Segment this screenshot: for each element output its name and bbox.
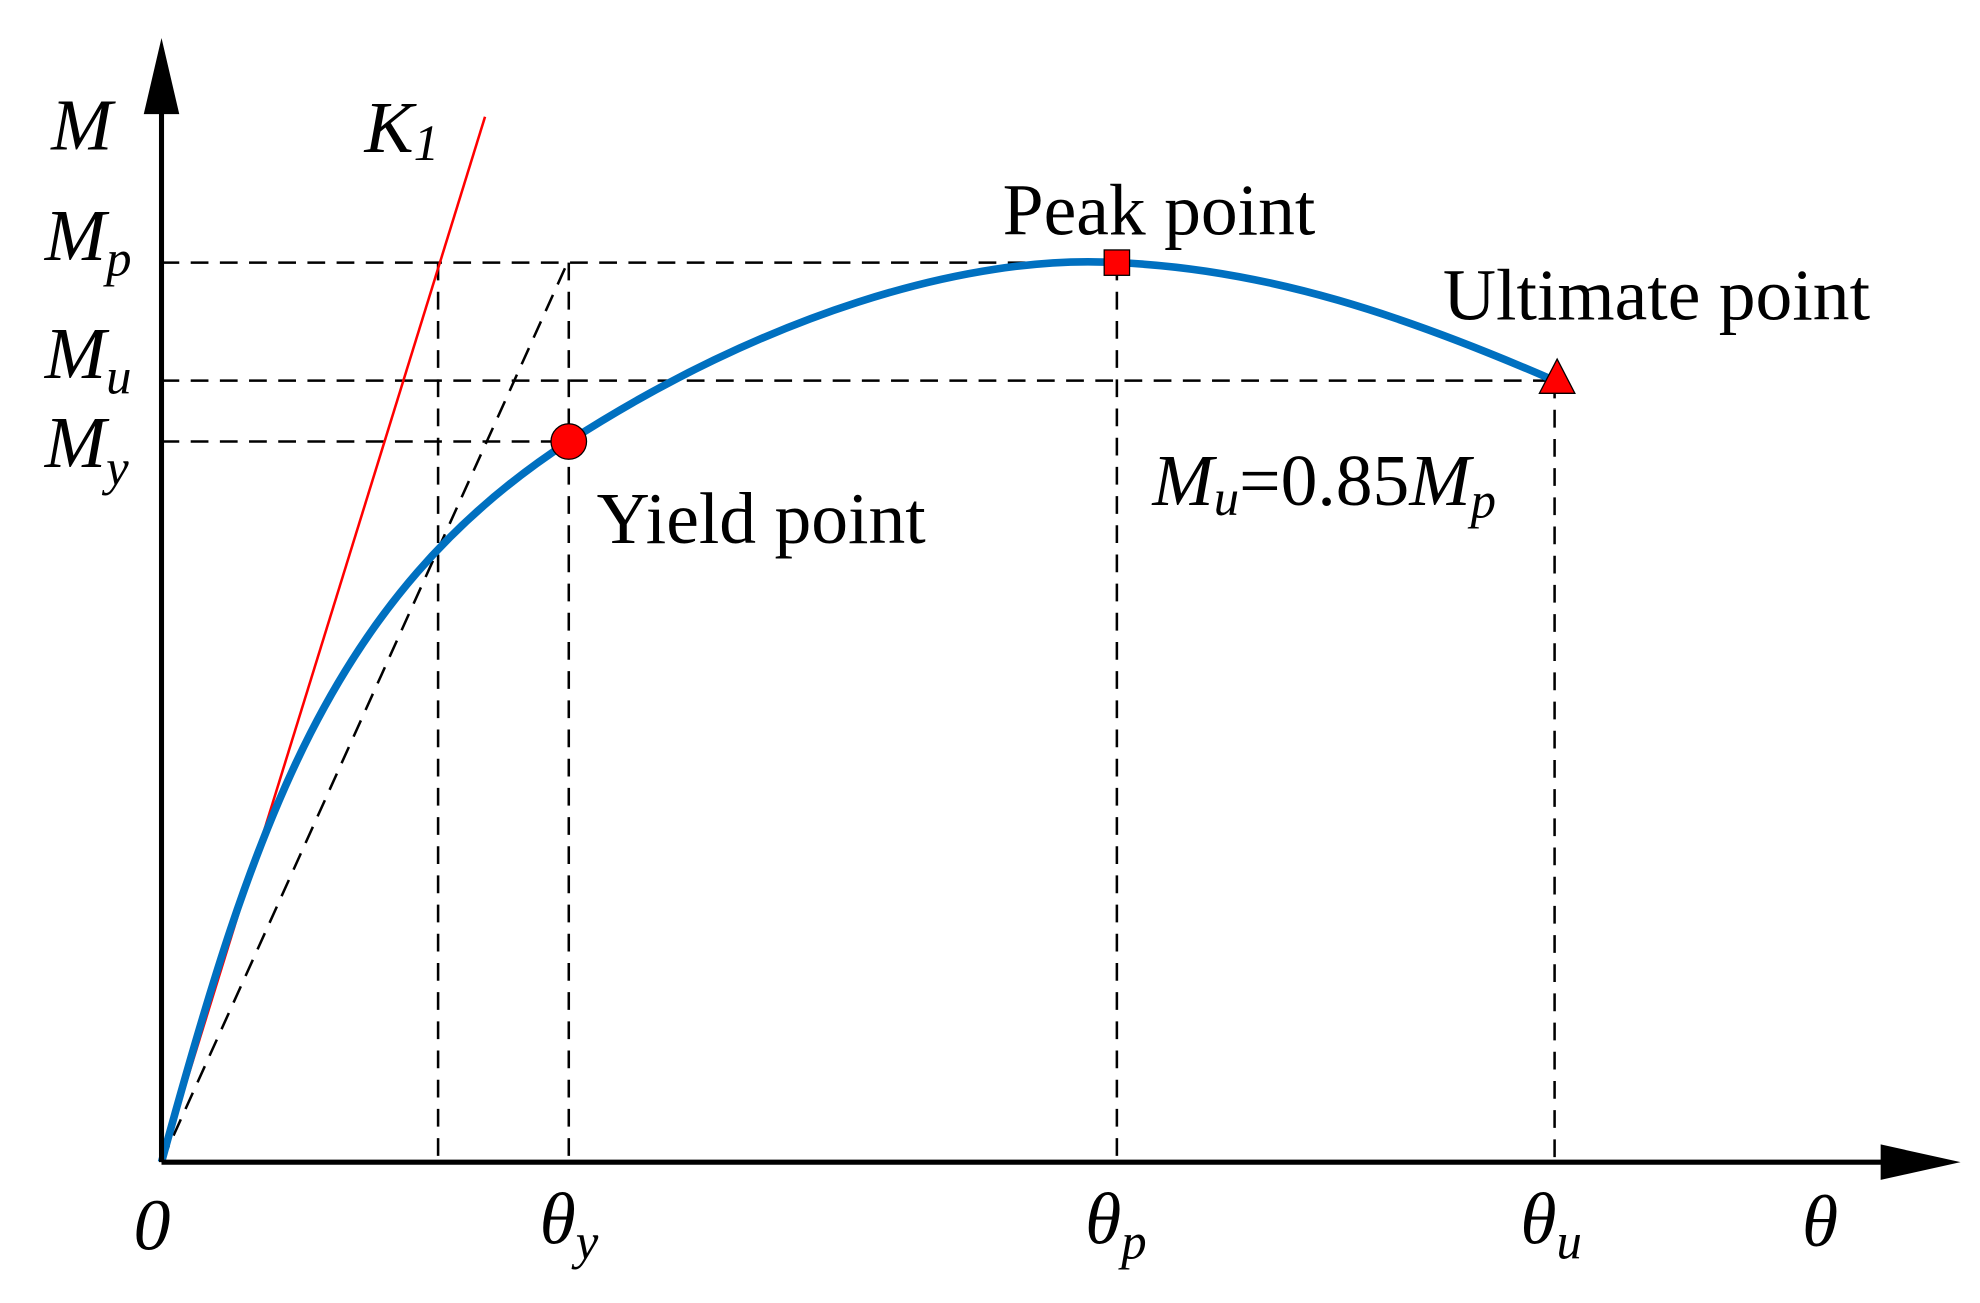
x-label-main: θ xyxy=(540,1177,576,1259)
formula-middle: =0.85 xyxy=(1239,439,1409,521)
point-label: Yield point xyxy=(597,477,927,559)
x-label-sub: u xyxy=(1556,1214,1581,1270)
x-label-main: θ xyxy=(1520,1177,1556,1259)
point-label: Ultimate point xyxy=(1443,254,1871,336)
x-label-main: θ xyxy=(1085,1177,1121,1259)
x-label-sub: y xyxy=(571,1214,599,1270)
formula-rhs: M xyxy=(1408,439,1474,521)
stiffness-label: K1 xyxy=(364,86,439,171)
x-label-sub: p xyxy=(1118,1214,1146,1270)
x-label: θy xyxy=(540,1177,599,1269)
x-axis-label: θ xyxy=(1802,1180,1838,1262)
origin-label: 0 xyxy=(134,1184,171,1266)
y-axis-arrow xyxy=(143,38,180,115)
y-axis-label: M xyxy=(50,84,116,166)
x-label: θu xyxy=(1520,1177,1582,1269)
y-label-main: M xyxy=(44,312,110,394)
stiffness-sub: 1 xyxy=(414,115,439,171)
formula-lhs: M xyxy=(1151,439,1217,521)
stiffness-main: K xyxy=(364,86,418,168)
moment-rotation-curve xyxy=(157,258,1557,1164)
secant-line xyxy=(160,262,569,1163)
x-label: θp xyxy=(1085,1177,1147,1269)
point-label: Peak point xyxy=(1003,169,1316,251)
guide-lines xyxy=(160,261,1556,1163)
formula: Mu=0.85Mp xyxy=(1151,439,1496,529)
y-label: Mu xyxy=(44,312,132,404)
yield-marker xyxy=(550,423,588,460)
formula-lhs-sub: u xyxy=(1214,470,1239,526)
y-label: My xyxy=(44,401,129,496)
y-label-main: M xyxy=(44,401,110,483)
y-label: Mp xyxy=(44,194,132,286)
ultimate-marker xyxy=(1538,357,1576,394)
y-label-sub: y xyxy=(101,440,129,496)
y-label-main: M xyxy=(44,194,110,276)
y-label-sub: u xyxy=(106,348,131,404)
formula-rhs-sub: p xyxy=(1468,473,1496,529)
x-axis-arrow xyxy=(1880,1144,1961,1180)
peak-marker xyxy=(1103,249,1131,276)
y-label-sub: p xyxy=(103,230,131,286)
